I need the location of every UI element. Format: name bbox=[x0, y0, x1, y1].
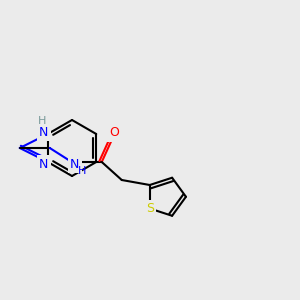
Text: N: N bbox=[39, 158, 48, 170]
Text: N: N bbox=[70, 158, 80, 170]
Text: H: H bbox=[38, 116, 46, 126]
Text: H: H bbox=[78, 166, 86, 176]
Text: O: O bbox=[109, 127, 119, 140]
Text: S: S bbox=[146, 202, 154, 215]
Text: N: N bbox=[39, 125, 48, 139]
